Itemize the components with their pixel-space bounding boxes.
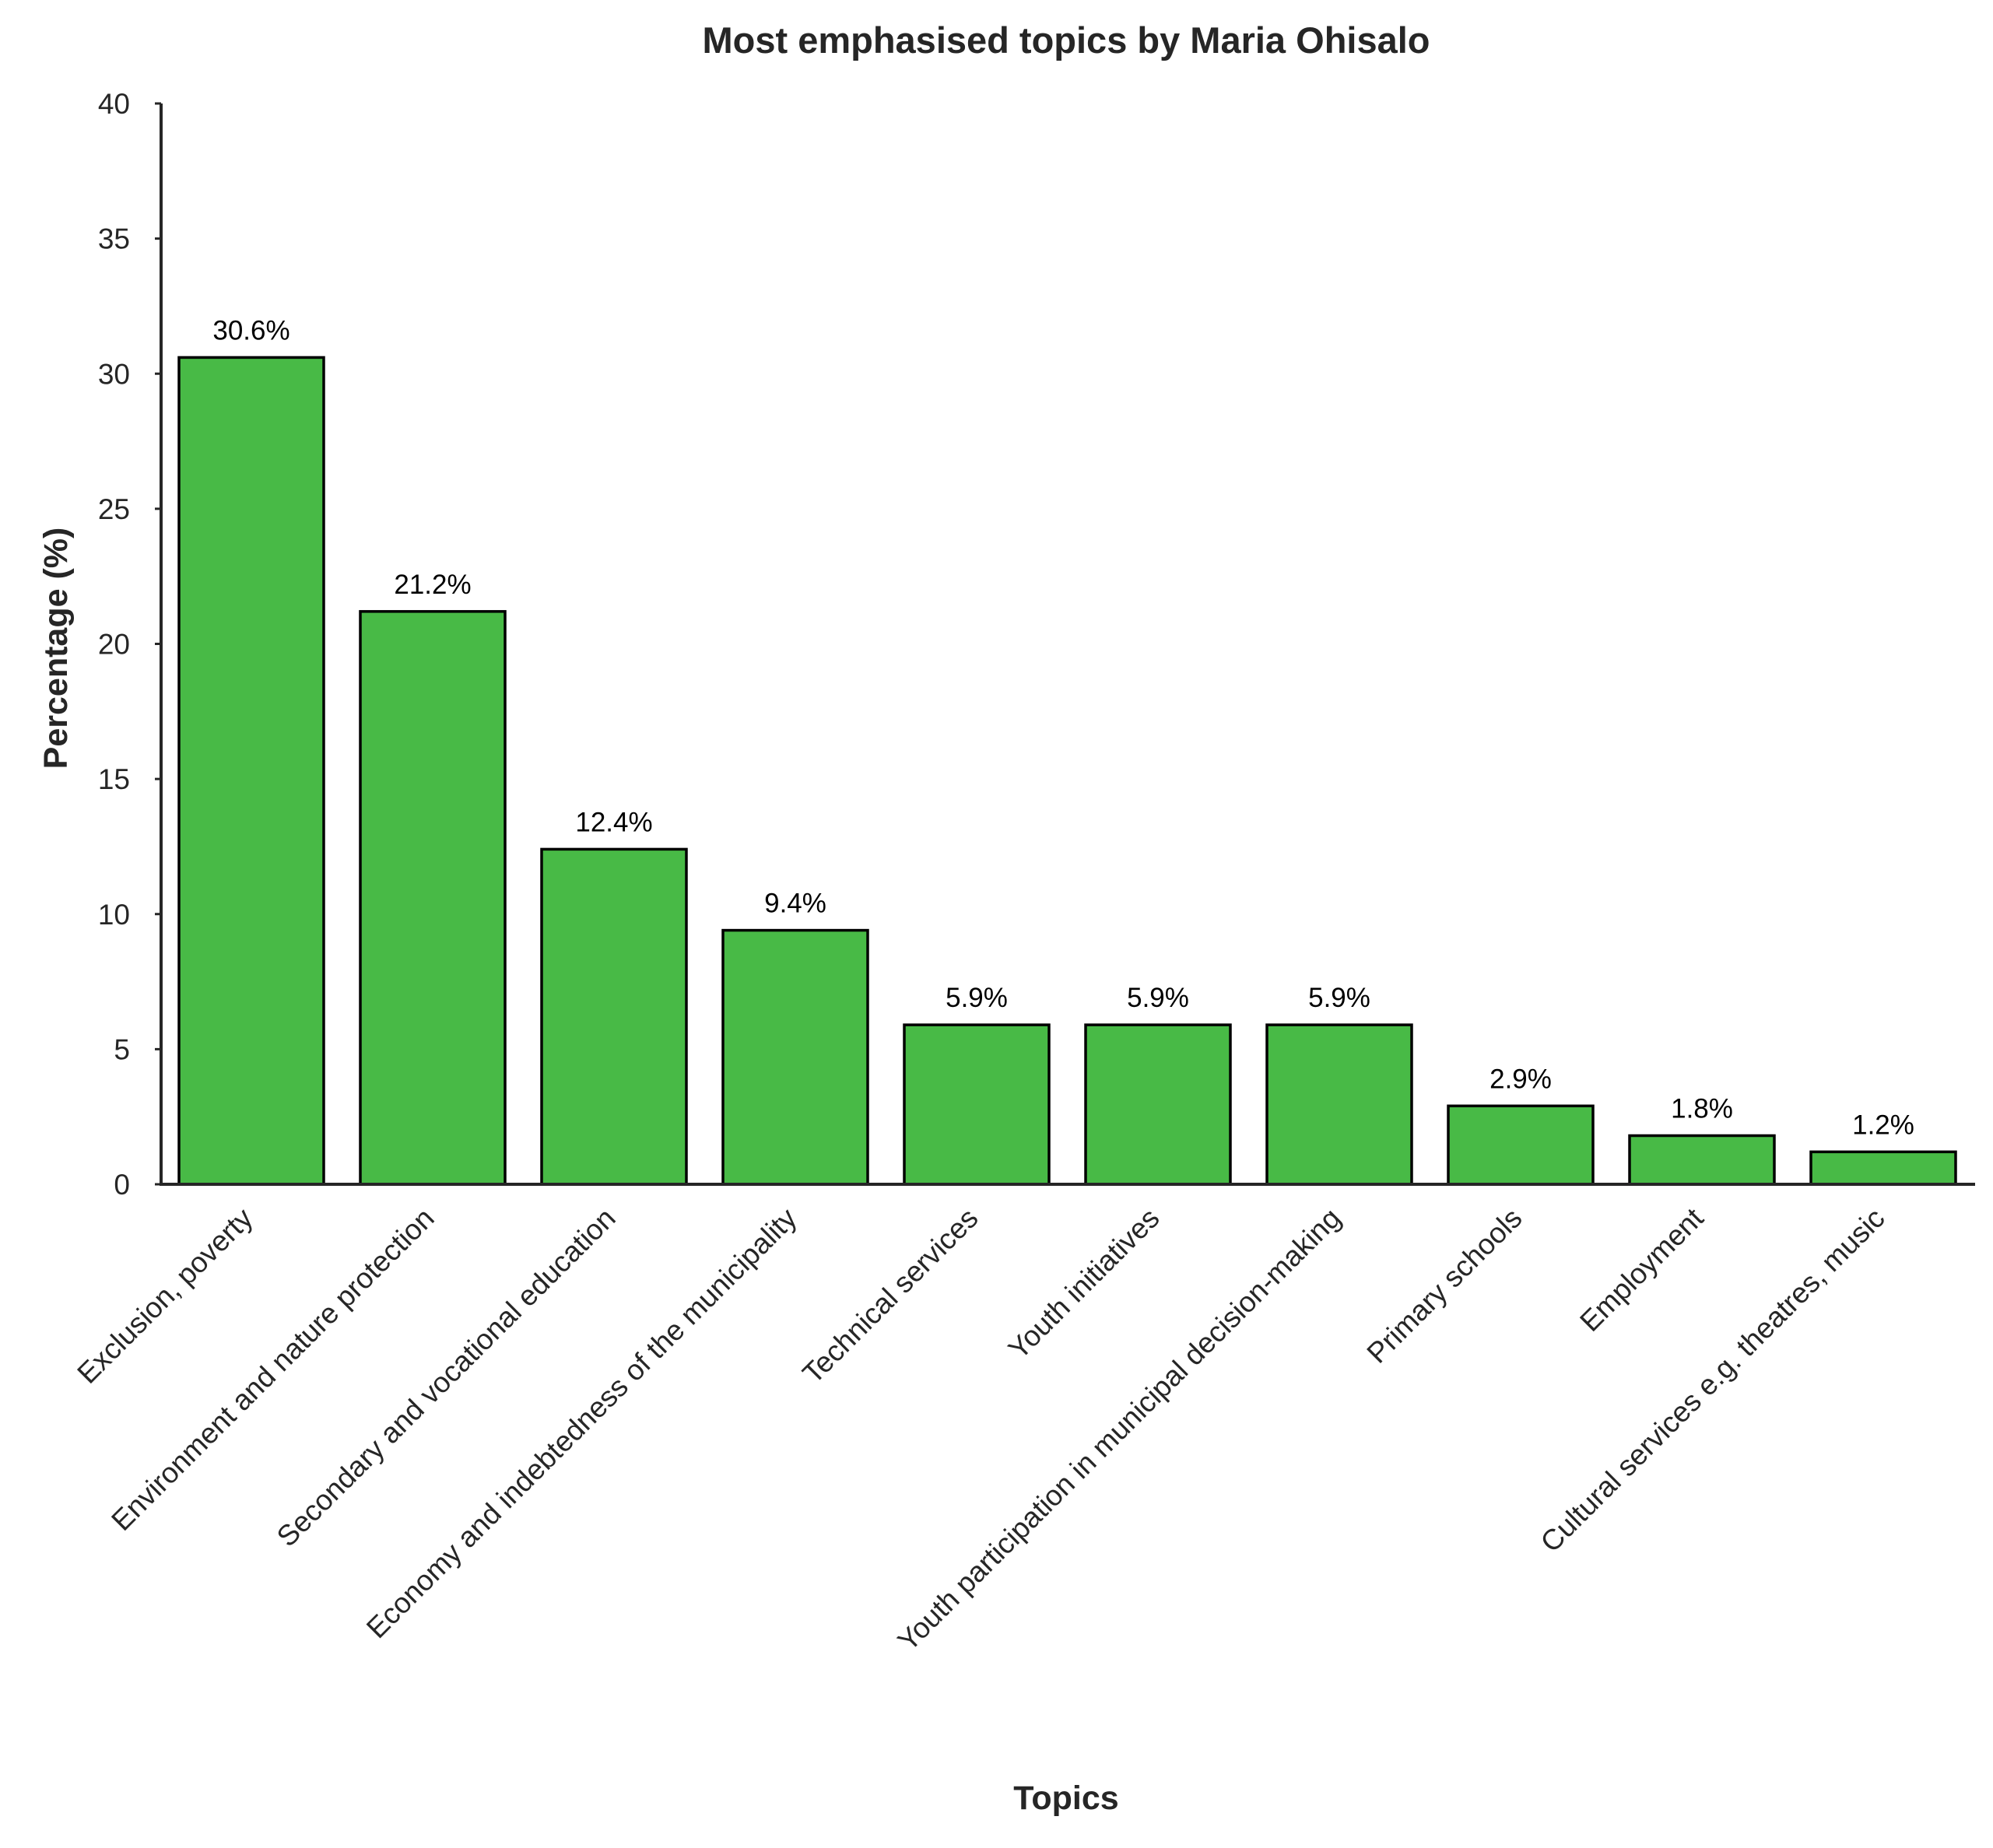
y-axis-title: Percentage (%) [37,528,75,770]
x-tick-label: Youth initiatives [1002,1202,1166,1366]
y-tick-label: 10 [98,899,130,931]
chart-title: Most emphasised topics by Maria Ohisalo [702,19,1430,61]
bar-value-label: 30.6% [212,315,289,345]
bar [540,847,688,1186]
y-tick-label: 15 [98,763,130,795]
x-tick-label: Employment [1574,1201,1710,1338]
y-tick-label: 30 [98,358,130,390]
x-tick-label: Economy and indebtedness of the municipa… [360,1201,803,1644]
y-tick-label: 25 [98,493,130,525]
bar-value-label: 5.9% [1127,983,1189,1013]
x-axis-title: Topics [1013,1780,1118,1817]
bar [177,356,325,1186]
y-tick-label: 20 [98,629,130,661]
x-tick-label: Cultural services e.g. theatres, music [1535,1202,1891,1559]
y-tick-label: 40 [98,88,130,120]
bar [1628,1134,1776,1186]
y-tick-label: 5 [114,1033,130,1065]
bar-value-label: 21.2% [394,570,471,600]
bars-group [177,356,1957,1186]
bar-value-label: 1.2% [1852,1110,1914,1140]
bar [1809,1150,1957,1186]
bar-value-label: 5.9% [946,983,1008,1013]
x-tick-label: Secondary and vocational education [271,1202,622,1553]
y-tick-label: 35 [98,223,130,255]
bar [903,1023,1051,1186]
y-tick-label: 0 [114,1169,130,1201]
bar-value-label: 9.4% [764,889,826,919]
bar-value-label: 5.9% [1308,983,1370,1013]
bar-value-label: 1.8% [1671,1093,1733,1124]
x-tick-label: Technical services [796,1202,984,1390]
value-labels-group: 30.6% 21.2% 12.4% 9.4% 5.9% 5.9% 5.9% 2.9% 1.8% 1… [212,315,1914,1140]
x-tick-label: Environment and nature protection [105,1202,440,1537]
bar [721,928,869,1186]
bar [359,610,507,1186]
bar [1447,1104,1595,1186]
bar [1265,1023,1413,1186]
bar-value-label: 12.4% [575,807,652,837]
bar [1084,1023,1232,1186]
bar-value-label: 2.9% [1489,1064,1552,1094]
x-tick-label: Primary schools [1361,1202,1528,1369]
y-axis-ticks: 0 5 10 15 20 25 30 35 40 [98,88,161,1201]
x-tick-label: Exclusion, poverty [71,1201,259,1390]
